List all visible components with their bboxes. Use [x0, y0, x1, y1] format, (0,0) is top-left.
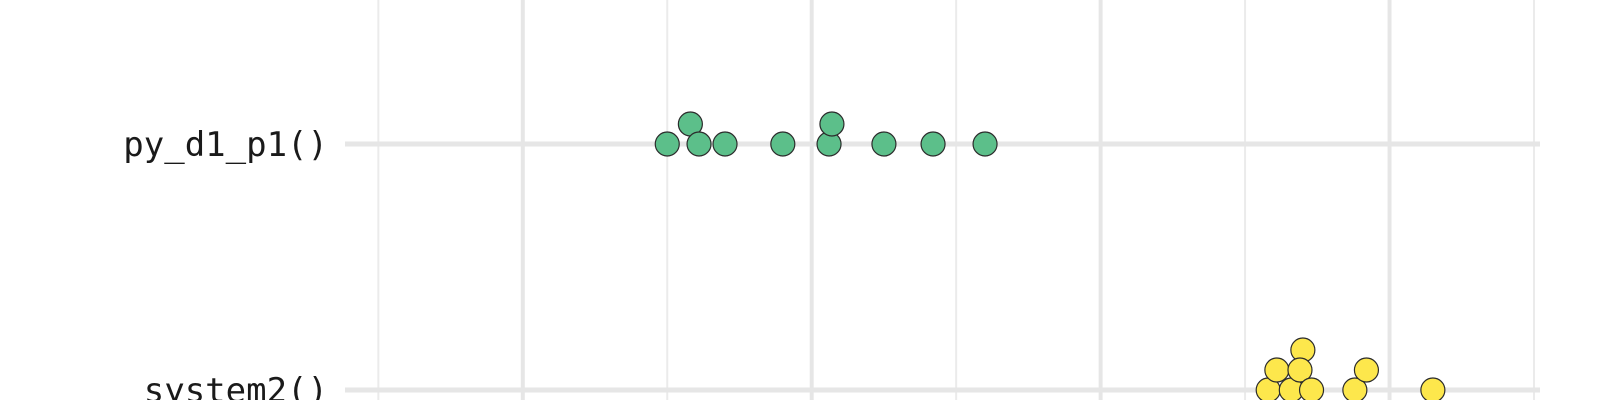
data-point [686, 131, 712, 157]
y-axis-labels: py_d1_p1() system2() [123, 125, 328, 400]
y-tick-label: system2() [144, 371, 328, 400]
data-point [972, 131, 998, 157]
grid-lines [345, 0, 1540, 400]
data-point [1264, 357, 1290, 383]
data-point [871, 131, 897, 157]
data-point [712, 131, 738, 157]
data-point [1287, 357, 1313, 383]
data-point [770, 131, 796, 157]
data-point [1298, 377, 1325, 400]
data-point [654, 131, 680, 157]
data-point [1342, 377, 1368, 400]
data-point [819, 111, 845, 137]
y-tick-label: py_d1_p1() [123, 125, 328, 165]
data-point [920, 131, 946, 157]
data-points [654, 111, 1446, 400]
data-point [1353, 357, 1380, 383]
data-point [1420, 377, 1446, 400]
